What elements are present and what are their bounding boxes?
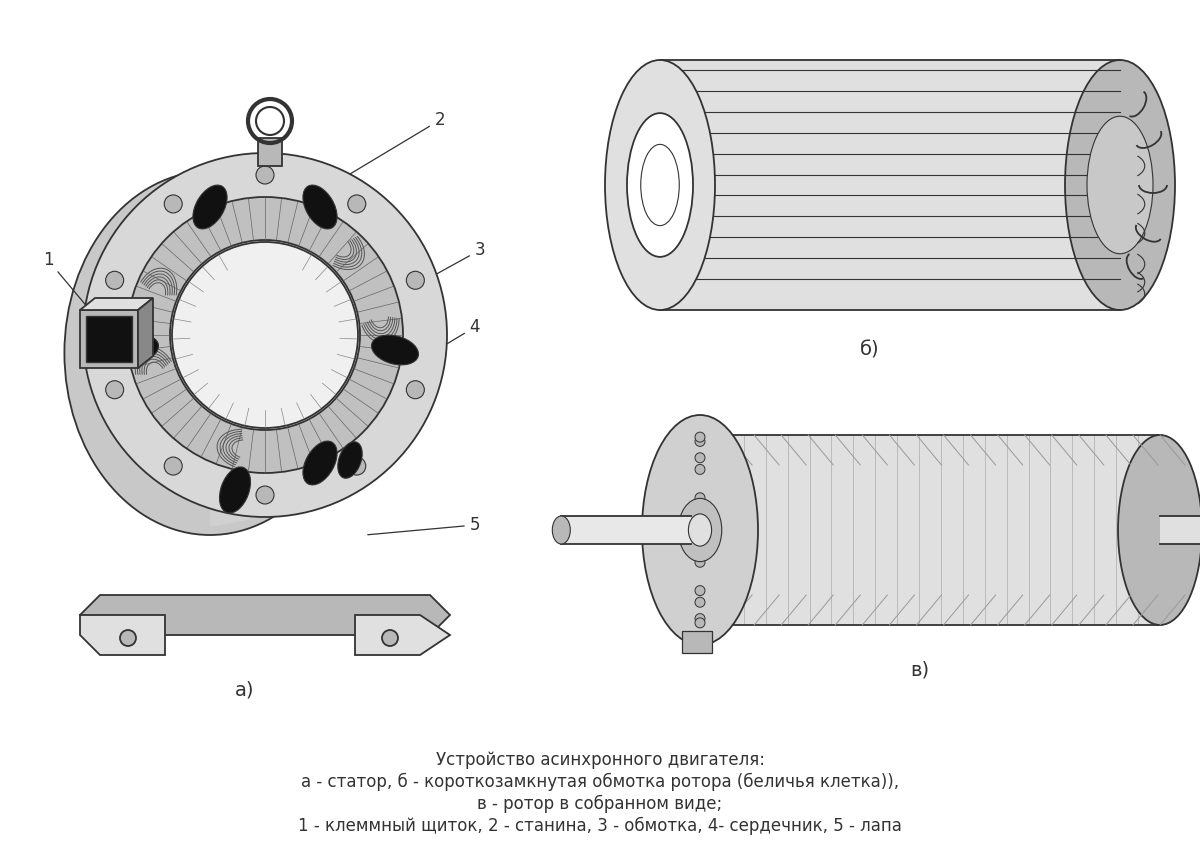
Circle shape — [695, 509, 706, 519]
Circle shape — [256, 107, 284, 135]
Text: в - ротор в собранном виде;: в - ротор в собранном виде; — [478, 795, 722, 813]
Ellipse shape — [1087, 116, 1153, 254]
Ellipse shape — [628, 113, 694, 256]
Ellipse shape — [552, 516, 570, 544]
Polygon shape — [355, 615, 450, 655]
Text: в): в) — [911, 660, 930, 680]
Ellipse shape — [641, 144, 679, 226]
Polygon shape — [80, 615, 166, 655]
Circle shape — [170, 240, 360, 430]
Circle shape — [256, 486, 274, 504]
Circle shape — [164, 195, 182, 213]
Circle shape — [695, 613, 706, 624]
Circle shape — [106, 271, 124, 290]
Polygon shape — [700, 435, 1160, 625]
Ellipse shape — [372, 335, 419, 365]
Bar — [86, 316, 132, 362]
Polygon shape — [210, 153, 265, 527]
Ellipse shape — [220, 467, 251, 513]
Ellipse shape — [1118, 435, 1200, 625]
Circle shape — [695, 557, 706, 567]
Ellipse shape — [642, 415, 758, 645]
Text: 5: 5 — [367, 516, 480, 535]
Circle shape — [695, 432, 706, 442]
Text: 2: 2 — [342, 111, 445, 179]
Circle shape — [348, 195, 366, 213]
Circle shape — [407, 271, 425, 290]
Circle shape — [127, 197, 403, 473]
Bar — [80, 310, 138, 368]
Text: Устройство асинхронного двигателя:: Устройство асинхронного двигателя: — [436, 751, 764, 769]
Polygon shape — [80, 298, 154, 310]
Ellipse shape — [302, 441, 337, 485]
Circle shape — [348, 457, 366, 475]
Ellipse shape — [193, 185, 227, 229]
Circle shape — [172, 242, 358, 428]
Circle shape — [695, 541, 706, 551]
Ellipse shape — [605, 60, 715, 310]
Text: 3: 3 — [415, 241, 485, 285]
Circle shape — [382, 630, 398, 646]
Ellipse shape — [689, 514, 712, 546]
Ellipse shape — [112, 335, 158, 365]
Polygon shape — [660, 60, 1120, 310]
Circle shape — [695, 452, 706, 463]
Circle shape — [256, 166, 274, 184]
Circle shape — [695, 464, 706, 475]
Text: 1 - клеммный щиток, 2 - станина, 3 - обмотка, 4- сердечник, 5 - лапа: 1 - клеммный щиток, 2 - станина, 3 - обм… — [298, 817, 902, 835]
Ellipse shape — [1066, 60, 1175, 310]
Ellipse shape — [65, 171, 355, 535]
Bar — [562, 516, 691, 544]
Circle shape — [407, 381, 425, 399]
Circle shape — [164, 457, 182, 475]
Circle shape — [695, 585, 706, 596]
Circle shape — [120, 630, 136, 646]
Circle shape — [83, 153, 446, 517]
Text: а - статор, б - короткозамкнутая обмотка ротора (беличья клетка)),: а - статор, б - короткозамкнутая обмотка… — [301, 773, 899, 792]
Text: б): б) — [860, 341, 880, 360]
Circle shape — [695, 492, 706, 503]
Text: 1: 1 — [43, 251, 113, 338]
Bar — [1160, 516, 1200, 544]
Text: 4: 4 — [397, 318, 480, 373]
Bar — [682, 631, 712, 653]
Ellipse shape — [302, 185, 337, 229]
Ellipse shape — [678, 498, 721, 561]
Polygon shape — [138, 298, 154, 368]
Bar — [258, 138, 282, 166]
Circle shape — [106, 381, 124, 399]
Circle shape — [695, 597, 706, 607]
Circle shape — [695, 618, 706, 628]
Circle shape — [695, 436, 706, 446]
Text: а): а) — [235, 681, 254, 699]
Ellipse shape — [337, 441, 362, 478]
Polygon shape — [80, 595, 450, 635]
